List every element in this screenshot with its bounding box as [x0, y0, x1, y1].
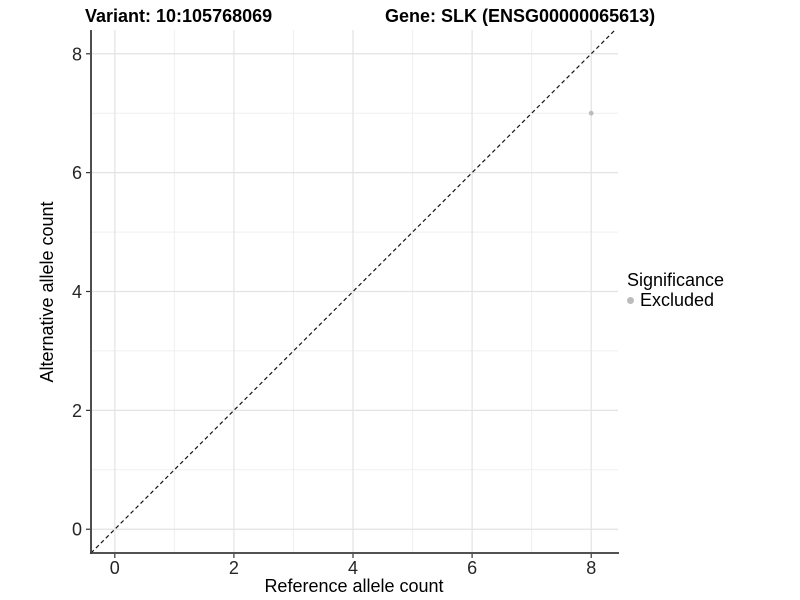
y-tick-label: 2 [72, 401, 82, 421]
y-tick-label: 4 [72, 282, 82, 302]
legend-entries: Excluded [627, 290, 724, 310]
plot-title-variant: Variant: 10:105768069 [85, 6, 272, 26]
legend-entry: Excluded [627, 290, 724, 310]
y-tick-label: 0 [72, 520, 82, 540]
y-tick-label: 8 [72, 44, 82, 64]
identity-line [90, 29, 616, 554]
legend-key-dot-icon [627, 296, 634, 304]
x-tick-label: 0 [110, 558, 120, 578]
grid-layer [91, 30, 618, 553]
legend-title: Significance [627, 270, 725, 290]
x-tick-label: 6 [467, 558, 477, 578]
plot-title-gene: Gene: SLK (ENSG00000065613) [385, 6, 655, 26]
marks-layer: 0 2 4 6 8 0 2 4 6 8 [72, 29, 619, 578]
x-tick-label: 4 [348, 558, 358, 578]
legend-entry-label: Excluded [640, 290, 715, 310]
x-tick-label: 8 [586, 558, 596, 578]
x-axis-title: Reference allele count [264, 576, 443, 596]
data-point [588, 110, 594, 116]
y-axis-title: Alternative allele count [37, 201, 57, 382]
y-tick-label: 6 [72, 163, 82, 183]
legend: Significance Excluded [627, 270, 724, 310]
x-tick-label: 2 [229, 558, 239, 578]
